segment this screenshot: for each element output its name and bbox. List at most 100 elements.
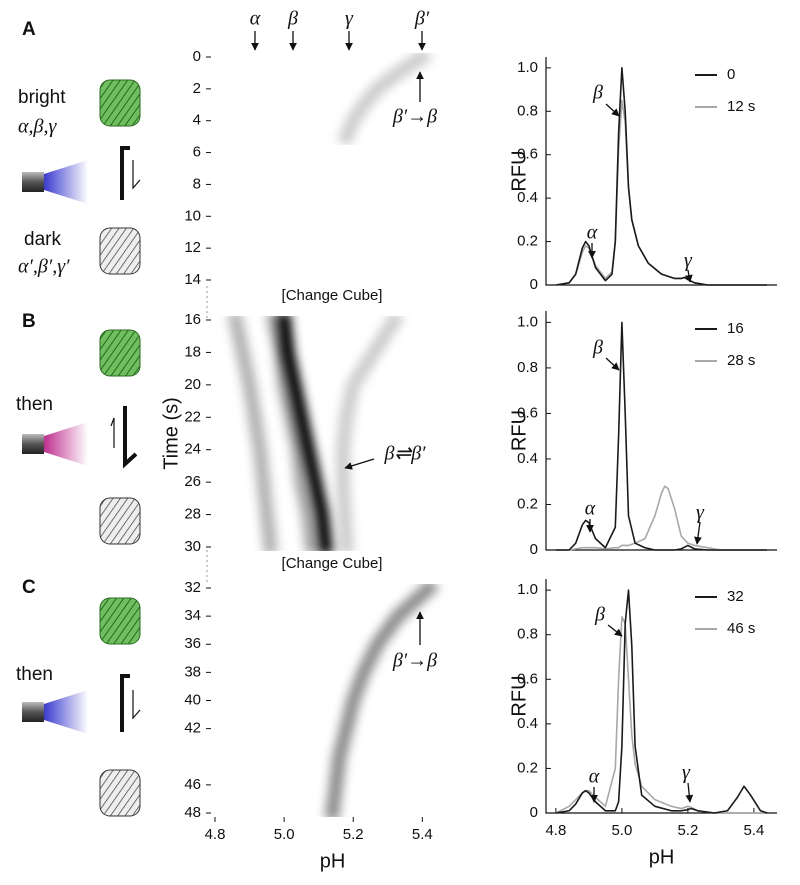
annotation: β bbox=[592, 337, 603, 359]
x-tick-label: 5.0 bbox=[274, 826, 295, 843]
legend-label: 28 s bbox=[727, 352, 755, 369]
y-tick-label: 0.2 bbox=[517, 759, 538, 776]
switch-arrow bbox=[110, 417, 115, 448]
y-tick-label: 0.6 bbox=[517, 146, 538, 163]
beam bbox=[44, 690, 88, 734]
annotation-arrow bbox=[605, 103, 620, 117]
annotation: α bbox=[250, 8, 261, 30]
lamp bbox=[22, 434, 44, 454]
beam bbox=[44, 422, 88, 466]
heatmap-band bbox=[337, 53, 433, 146]
y-tick-label: 0.4 bbox=[517, 450, 538, 467]
heatmap-band bbox=[276, 316, 334, 551]
annotation: α bbox=[585, 498, 596, 520]
y-tick-label: 0 bbox=[530, 804, 538, 821]
switch-arrow bbox=[123, 406, 138, 469]
axes bbox=[545, 579, 777, 814]
x-tick-label: 5.0 bbox=[611, 822, 632, 839]
y-tick-label: 12 bbox=[184, 239, 201, 256]
annotation: α bbox=[587, 222, 598, 244]
series-line bbox=[555, 616, 768, 814]
y-tick-label: 16 bbox=[184, 311, 201, 328]
change-cube-note: [Change Cube] bbox=[282, 287, 383, 304]
y-tick-label: 48 bbox=[184, 804, 201, 821]
bright-protein bbox=[99, 79, 141, 127]
heatmap-band bbox=[324, 584, 440, 817]
y-tick-label: 22 bbox=[184, 408, 201, 425]
y-tick-label: 1.0 bbox=[517, 59, 538, 76]
annotation: β bbox=[594, 604, 605, 626]
x-tick-label: 4.8 bbox=[545, 822, 566, 839]
axes bbox=[545, 311, 777, 551]
annotation: β bbox=[592, 82, 603, 104]
dark-protein bbox=[99, 497, 141, 545]
annotation-arrow bbox=[685, 782, 694, 803]
y-axis-title: RFU bbox=[508, 675, 530, 716]
legend-label: 16 bbox=[727, 320, 744, 337]
y-tick-label: 0 bbox=[530, 276, 538, 293]
y-tick-label: 24 bbox=[184, 441, 201, 458]
heatmap-band bbox=[227, 316, 278, 551]
y-tick-label: 46 bbox=[184, 776, 201, 793]
lamp bbox=[22, 172, 44, 192]
x-axis-title: pH bbox=[649, 846, 675, 868]
y-tick-label: 18 bbox=[184, 343, 201, 360]
annotation: β bbox=[287, 8, 298, 30]
y-axis-title: RFU bbox=[508, 410, 530, 451]
y-tick-label: 26 bbox=[184, 473, 201, 490]
y-tick-label: 2 bbox=[193, 80, 201, 97]
axes bbox=[545, 57, 777, 286]
annotation-arrow bbox=[607, 624, 623, 637]
schematic-label: bright bbox=[18, 87, 66, 108]
bright-protein bbox=[99, 329, 141, 377]
heatmap bbox=[227, 316, 405, 551]
y-tick-label: 0.8 bbox=[517, 102, 538, 119]
panel-label: A bbox=[22, 19, 36, 40]
y-tick-label: 0.2 bbox=[517, 233, 538, 250]
heatmap-band bbox=[335, 316, 405, 551]
y-tick-label: 1.0 bbox=[517, 581, 538, 598]
switch-arrow bbox=[132, 690, 141, 720]
heatmap bbox=[221, 584, 440, 817]
annotation: β′→β bbox=[392, 650, 437, 672]
x-tick-label: 4.8 bbox=[205, 826, 226, 843]
y-axis-title: Time (s) bbox=[160, 397, 182, 470]
schematic-label: α′,β′,γ′ bbox=[18, 256, 70, 278]
legend-label: 32 bbox=[727, 588, 744, 605]
annotation: β′→β bbox=[392, 106, 437, 128]
x-tick-label: 5.2 bbox=[343, 826, 364, 843]
schematic-label: dark bbox=[24, 229, 61, 250]
y-tick-label: 0 bbox=[530, 541, 538, 558]
annotation-arrow bbox=[694, 521, 702, 545]
schematic-label: then bbox=[16, 664, 53, 685]
y-tick-label: 0.6 bbox=[517, 404, 538, 421]
y-axis-title: RFU bbox=[508, 150, 530, 191]
y-tick-label: 10 bbox=[184, 207, 201, 224]
annotation: α bbox=[589, 766, 600, 788]
y-tick-label: 0.6 bbox=[517, 670, 538, 687]
y-tick-label: 0.8 bbox=[517, 359, 538, 376]
schematic-label: α,β,γ bbox=[18, 116, 57, 138]
x-axis-title: pH bbox=[320, 850, 346, 872]
y-tick-label: 32 bbox=[184, 579, 201, 596]
y-tick-label: 0 bbox=[193, 48, 201, 65]
y-tick-label: 38 bbox=[184, 663, 201, 680]
lamp bbox=[22, 702, 44, 722]
y-tick-label: 14 bbox=[184, 271, 201, 288]
y-tick-label: 1.0 bbox=[517, 313, 538, 330]
y-tick-label: 0.4 bbox=[517, 189, 538, 206]
y-tick-label: 42 bbox=[184, 720, 201, 737]
y-tick-label: 0.8 bbox=[517, 626, 538, 643]
dark-protein bbox=[99, 769, 141, 817]
y-tick-label: 0.4 bbox=[517, 715, 538, 732]
y-tick-label: 28 bbox=[184, 506, 201, 523]
series-line bbox=[555, 99, 768, 286]
x-tick-label: 5.2 bbox=[677, 822, 698, 839]
panel-label: C bbox=[22, 577, 36, 598]
annotation: γ bbox=[345, 8, 354, 30]
heatmap bbox=[221, 53, 433, 284]
panel-label: B bbox=[22, 311, 36, 332]
y-tick-label: 36 bbox=[184, 635, 201, 652]
y-tick-label: 40 bbox=[184, 691, 201, 708]
legend-label: 46 s bbox=[727, 620, 755, 637]
